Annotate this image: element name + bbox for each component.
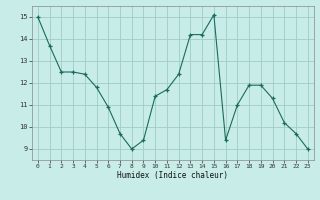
X-axis label: Humidex (Indice chaleur): Humidex (Indice chaleur) [117,171,228,180]
